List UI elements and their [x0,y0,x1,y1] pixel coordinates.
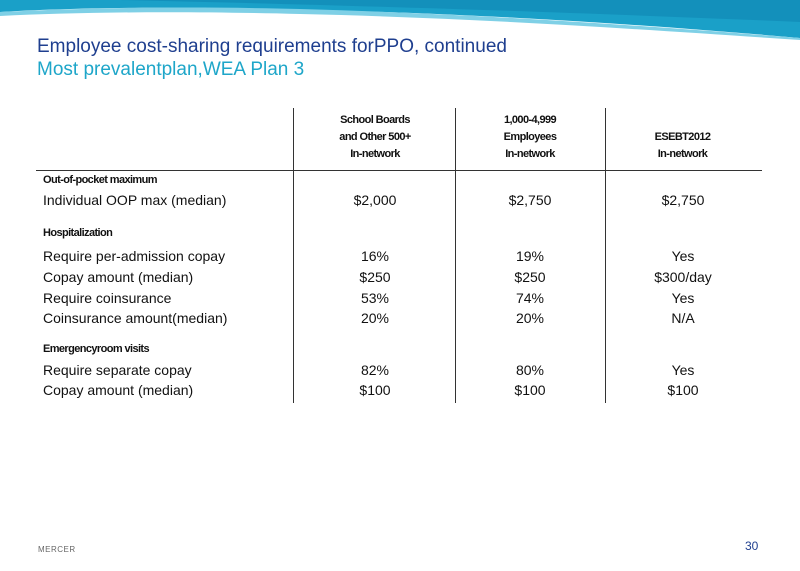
row-label: Require coinsurance [43,290,172,306]
page-title: Employee cost-sharing requirements forPP… [37,36,507,57]
table-cell: 20% [360,310,390,326]
table-cell: $300/day [654,269,712,285]
table-cell: 82% [360,362,390,378]
page-number: 30 [745,539,759,553]
row-label: Copay amount (median) [43,269,194,285]
table-cell: $2,000 [353,192,397,208]
column-divider [605,108,606,403]
row-label: Require separate copay [43,362,192,378]
table-cell: 74% [515,290,545,306]
row-label: Coinsurance amount(median) [43,310,228,326]
table-cell: $2,750 [508,192,552,208]
table-cell: 16% [360,248,390,264]
column-divider [293,108,294,403]
table-cell: $250 [359,269,391,285]
header-rule [36,170,762,171]
column-header-esebt2012: ESEBT2012 In-network [654,131,711,160]
section-heading-emergency-room: Emergencyroom visits [43,343,150,355]
column-divider [455,108,456,403]
column-header-1000-4999: 1,000-4,999 Employees In-network [503,114,557,160]
table-cell: Yes [671,362,695,378]
column-header-school-boards: School Boards and Other 500+ In-network [339,114,411,160]
table-cell: N/A [671,310,695,326]
table-cell: Yes [671,248,695,264]
table-cell: 53% [360,290,390,306]
table-cell: $100 [667,382,699,398]
footer-brand: MERCER [38,545,76,554]
table-cell: $100 [359,382,391,398]
table-cell: 20% [515,310,545,326]
section-heading-hospitalization: Hospitalization [43,227,113,239]
row-label: Copay amount (median) [43,382,194,398]
table-cell: $100 [514,382,546,398]
table-cell: $2,750 [661,192,705,208]
table-cell: Yes [671,290,695,306]
table-cell: 19% [515,248,545,264]
table-cell: 80% [515,362,545,378]
table-cell: $250 [514,269,546,285]
row-label: Require per-admission copay [43,248,226,264]
header-banner [0,0,800,40]
row-label: Individual OOP max (median) [43,192,227,208]
section-heading-oop: Out-of-pocket maximum [43,174,158,186]
page-subtitle: Most prevalentplan,WEA Plan 3 [37,59,305,80]
